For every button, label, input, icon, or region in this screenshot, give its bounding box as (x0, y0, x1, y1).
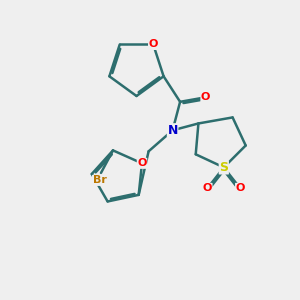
Text: O: O (202, 183, 212, 194)
Text: Br: Br (93, 176, 106, 185)
Text: O: O (236, 183, 245, 194)
Text: O: O (148, 39, 158, 50)
Text: S: S (219, 161, 228, 174)
Text: O: O (137, 158, 147, 168)
Text: O: O (201, 92, 210, 102)
Text: N: N (167, 124, 178, 137)
